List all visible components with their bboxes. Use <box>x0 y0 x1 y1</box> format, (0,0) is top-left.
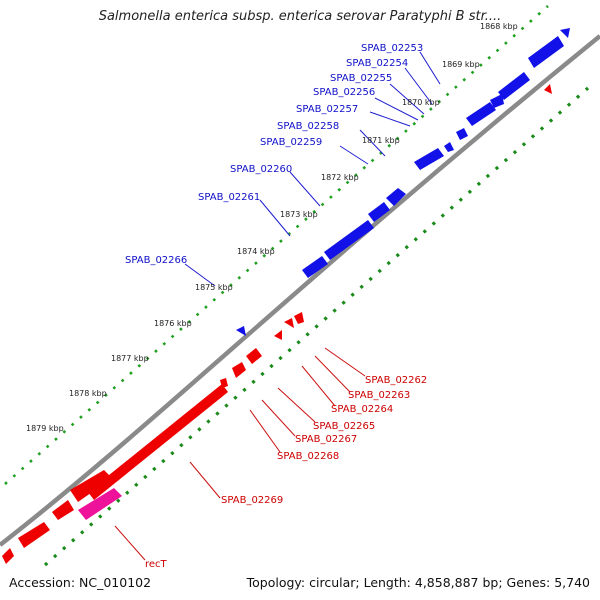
leader-line <box>339 145 369 165</box>
gene-label-forward: SPAB_02253 <box>361 43 423 54</box>
gene-arrow <box>236 326 246 336</box>
gene-label-reverse: SPAB_02262 <box>365 375 427 386</box>
gene-label-forward: SPAB_02255 <box>330 73 392 84</box>
gene-label-forward: SPAB_02256 <box>313 87 375 98</box>
gene-arrow <box>528 36 564 68</box>
forward-gene-labels: SPAB_02253 SPAB_02254 SPAB_02255 SPAB_02… <box>125 43 423 266</box>
genome-title: Salmonella enterica subsp. enterica sero… <box>98 9 502 24</box>
kbp-label: 1871 kbp <box>362 136 400 145</box>
gene-arrow <box>294 312 304 324</box>
kbp-label: 1873 kbp <box>280 210 318 219</box>
gene-arrow <box>246 348 262 364</box>
gene-arrow <box>70 470 112 502</box>
gene-arrow <box>88 384 228 500</box>
leader-line <box>184 263 216 287</box>
gene-label-reverse: SPAB_02265 <box>313 421 375 432</box>
leader-line <box>114 525 146 561</box>
kbp-label: 1870 kbp <box>402 98 440 107</box>
kbp-label: 1874 kbp <box>237 247 275 256</box>
gene-label-reverse: SPAB_02264 <box>331 404 393 415</box>
gene-label-reverse: SPAB_02268 <box>277 451 339 462</box>
leader-line <box>277 387 316 423</box>
gene-label-forward: SPAB_02261 <box>198 192 260 203</box>
reverse-leaders <box>114 347 366 561</box>
gene-arrow <box>386 188 406 206</box>
gene-label-forward: SPAB_02266 <box>125 255 187 266</box>
leader-line <box>359 129 386 157</box>
gene-arrow <box>284 318 294 328</box>
leader-line <box>404 67 433 105</box>
reverse-gene-labels: SPAB_02262 SPAB_02263 SPAB_02264 SPAB_02… <box>145 375 427 570</box>
kbp-label: 1878 kbp <box>69 389 107 398</box>
gene-label-reverse: recT <box>145 559 168 570</box>
gene-label-reverse: SPAB_02267 <box>295 434 357 445</box>
kbp-label: 1872 kbp <box>321 173 359 182</box>
gene-arrow <box>324 220 374 260</box>
reverse-genes-track <box>2 84 552 564</box>
leader-line <box>289 171 321 207</box>
gene-arrow <box>466 102 496 126</box>
gene-label-forward: SPAB_02260 <box>230 164 292 175</box>
gene-label-forward: SPAB_02257 <box>296 104 358 115</box>
gc-track-inner <box>43 86 590 567</box>
kbp-label: 1877 kbp <box>111 354 149 363</box>
kbp-label: 1868 kbp <box>480 22 518 31</box>
gene-arrow <box>18 522 50 548</box>
gene-arrow <box>560 28 570 38</box>
leader-line <box>389 83 425 115</box>
gene-arrow <box>52 500 74 520</box>
leader-line <box>369 111 411 127</box>
genome-backbone <box>0 34 600 547</box>
accession-label: Accession: NC_010102 <box>9 575 152 590</box>
kbp-label: 1879 kbp <box>26 424 64 433</box>
leader-line <box>301 365 336 407</box>
gene-arrow <box>232 362 246 378</box>
forward-genes-track <box>236 28 570 336</box>
leader-line <box>249 409 281 453</box>
gene-arrow <box>274 330 282 340</box>
gene-arrow <box>2 548 14 564</box>
leader-line <box>189 461 221 499</box>
gene-arrow <box>456 128 468 140</box>
gene-arrow <box>368 202 390 222</box>
leader-line <box>314 355 351 393</box>
leader-line <box>324 347 366 377</box>
gene-arrow <box>444 142 454 152</box>
gene-arrow <box>490 94 504 108</box>
gene-label-reverse: SPAB_02263 <box>348 390 410 401</box>
kbp-label: 1876 kbp <box>154 319 192 328</box>
leader-line <box>419 51 441 85</box>
gene-arrow <box>498 72 530 100</box>
leader-line <box>261 399 296 437</box>
leader-line <box>259 199 291 237</box>
gc-track-outer <box>4 5 549 485</box>
kbp-label: 1869 kbp <box>442 60 480 69</box>
gene-arrow <box>302 256 328 278</box>
gene-arrow <box>414 148 444 170</box>
gene-label-forward: SPAB_02259 <box>260 137 322 148</box>
leader-line <box>374 97 419 121</box>
gene-label-forward: SPAB_02254 <box>346 58 408 69</box>
kbp-label: 1875 kbp <box>195 283 233 292</box>
topology-label: Topology: circular; Length: 4,858,887 bp… <box>246 575 590 590</box>
recT-gene-arrow <box>78 488 122 520</box>
gene-arrow <box>544 84 552 94</box>
kbp-scale-labels: 1868 kbp 1869 kbp 1870 kbp 1871 kbp 1872… <box>26 22 518 433</box>
gene-label-reverse: SPAB_02269 <box>221 495 283 506</box>
gene-label-forward: SPAB_02258 <box>277 121 339 132</box>
forward-leaders <box>184 51 441 287</box>
